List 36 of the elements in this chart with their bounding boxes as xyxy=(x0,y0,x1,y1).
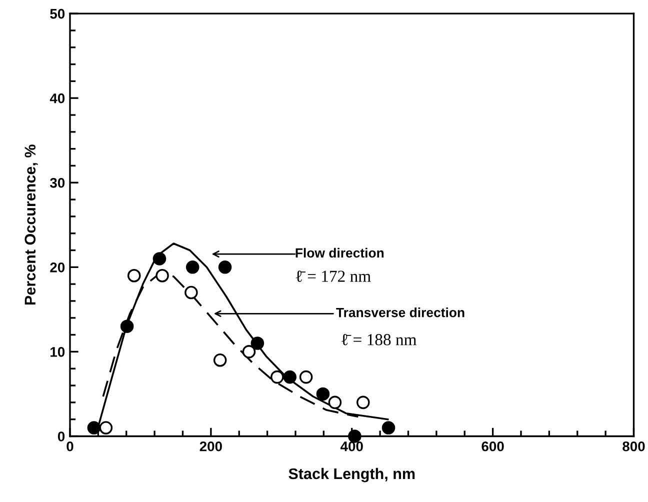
point xyxy=(316,387,330,401)
point xyxy=(184,286,198,300)
point xyxy=(186,260,200,274)
annotation: ℓ̄ = 188 nm xyxy=(342,334,417,346)
point xyxy=(156,268,169,282)
point xyxy=(120,320,134,333)
point xyxy=(242,345,256,358)
x-tick-label: 800 xyxy=(622,441,645,452)
y-tick-label: 50 xyxy=(50,8,65,19)
point xyxy=(127,268,141,282)
y-tick-label: 20 xyxy=(50,262,65,272)
x-axis-title: Stack Length, nm xyxy=(288,468,415,482)
annotation: ℓ̄ = 172 nm xyxy=(296,270,371,282)
point xyxy=(87,421,101,434)
point xyxy=(99,421,113,434)
y-axis-title: Percent Occurence, % xyxy=(24,144,38,305)
point xyxy=(382,421,396,434)
annotation: Flow direction xyxy=(296,248,384,258)
y-tick-label: 0 xyxy=(58,432,65,442)
x-tick-label: 0 xyxy=(66,441,74,452)
point xyxy=(270,370,284,384)
y-tick-label: 30 xyxy=(50,178,65,188)
point xyxy=(152,252,166,266)
annotation: Transverse direction xyxy=(336,308,464,318)
x-tick-label: 400 xyxy=(340,441,363,452)
y-tick-label: 10 xyxy=(50,347,65,357)
x-tick-label: 200 xyxy=(200,441,222,452)
point xyxy=(356,396,370,410)
point xyxy=(299,370,313,384)
point xyxy=(213,354,227,367)
y-tick-label: 40 xyxy=(50,93,65,104)
x-tick-label: 600 xyxy=(482,441,504,452)
point xyxy=(218,260,232,274)
point xyxy=(328,396,342,410)
point xyxy=(250,336,264,350)
point xyxy=(283,370,296,384)
